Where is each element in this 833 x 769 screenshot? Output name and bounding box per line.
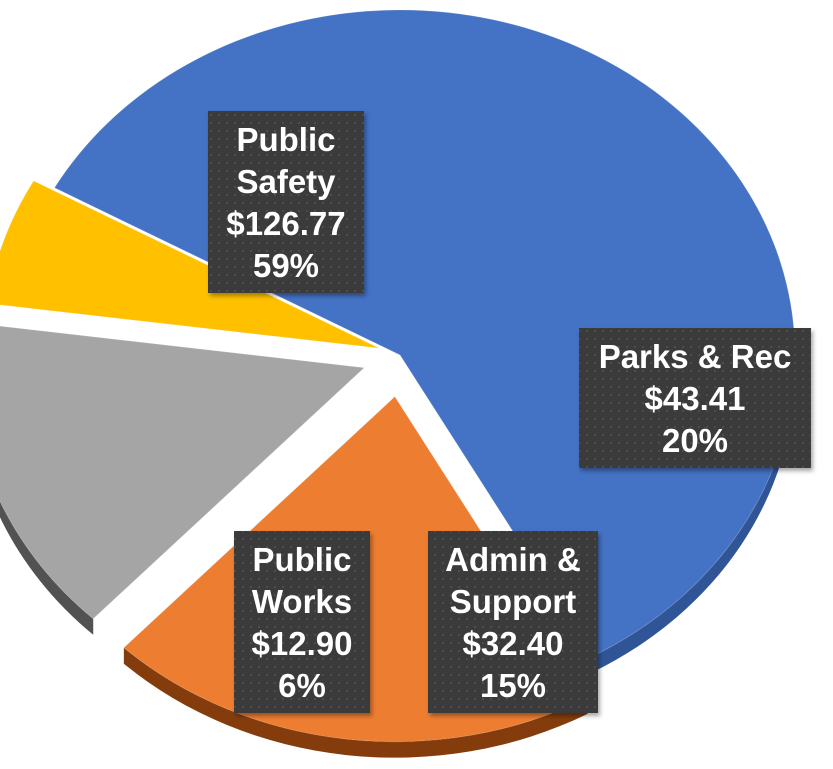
slice-value: $32.40 — [463, 625, 564, 662]
slice-value: $43.41 — [645, 380, 746, 417]
data-label-box — [428, 531, 598, 713]
slice-side-public-safety — [592, 355, 795, 673]
slice-name-line: Support — [450, 583, 576, 620]
slice-percent: 20% — [662, 422, 728, 459]
slice-percent: 15% — [480, 667, 546, 704]
slice-percent: 59% — [253, 247, 319, 284]
data-label-box — [208, 111, 364, 293]
data-label-public-safety: Public Safety $126.77 59% — [208, 111, 364, 293]
data-label-parks-rec: Parks & Rec $43.41 20% — [579, 328, 811, 468]
data-label-public-works: Public Works $12.90 6% — [234, 531, 370, 713]
pie-slice-public-works[interactable] — [0, 180, 380, 349]
slice-name-line: Public — [252, 541, 351, 578]
slice-name-line: Safety — [236, 163, 336, 200]
slice-name-line: Works — [252, 583, 352, 620]
pie-slice-admin-support[interactable] — [0, 323, 366, 620]
data-label-admin-support: Admin & Support $32.40 15% — [428, 531, 598, 713]
slice-value: $126.77 — [226, 205, 345, 242]
data-label-box — [234, 531, 370, 713]
data-label-box — [579, 328, 811, 468]
slice-value: $12.90 — [252, 625, 353, 662]
slice-name-line: Public — [236, 121, 335, 158]
slice-name-line: Admin & — [445, 541, 581, 578]
slice-name-line: Parks & Rec — [599, 338, 792, 375]
slice-side-admin-support — [0, 501, 94, 635]
slice-percent: 6% — [278, 667, 326, 704]
slice-labels: Public Safety $126.77 59% Parks & Rec $43.41 2… — [208, 111, 811, 713]
